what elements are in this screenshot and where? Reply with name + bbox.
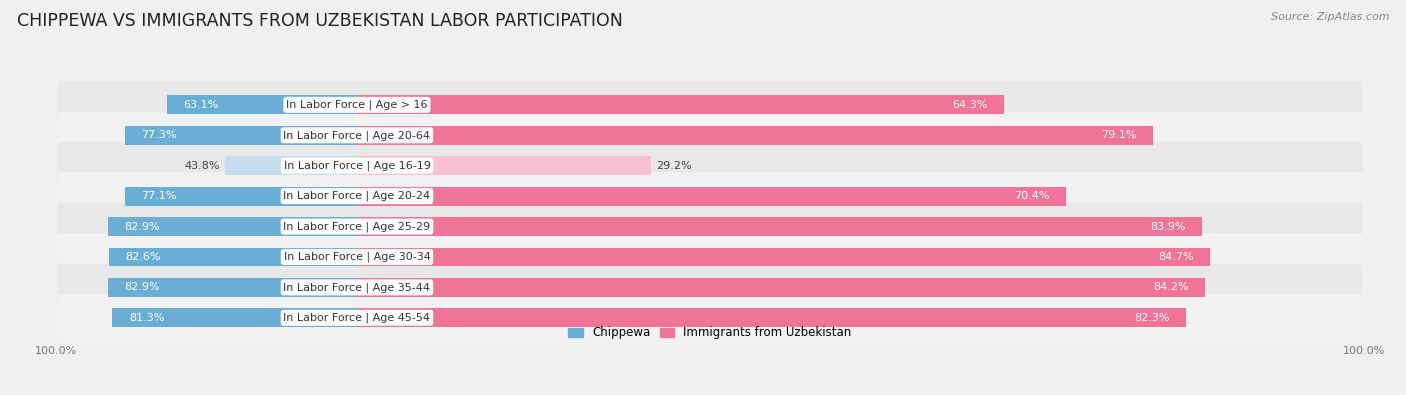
Text: 64.3%: 64.3%: [953, 100, 988, 110]
Text: 77.1%: 77.1%: [142, 191, 177, 201]
FancyBboxPatch shape: [58, 233, 1362, 281]
FancyBboxPatch shape: [58, 172, 1362, 220]
Bar: [357, 278, 1205, 297]
FancyBboxPatch shape: [58, 263, 1362, 311]
Bar: [357, 126, 1153, 145]
Text: 77.3%: 77.3%: [141, 130, 176, 140]
Bar: [108, 217, 357, 236]
FancyBboxPatch shape: [58, 294, 1362, 342]
Text: Source: ZipAtlas.com: Source: ZipAtlas.com: [1271, 12, 1389, 22]
FancyBboxPatch shape: [58, 81, 1362, 129]
Text: 79.1%: 79.1%: [1101, 130, 1137, 140]
Text: 29.2%: 29.2%: [657, 161, 692, 171]
Text: 84.7%: 84.7%: [1157, 252, 1194, 262]
Bar: [225, 156, 357, 175]
Bar: [357, 217, 1202, 236]
Text: In Labor Force | Age 35-44: In Labor Force | Age 35-44: [284, 282, 430, 293]
Text: In Labor Force | Age > 16: In Labor Force | Age > 16: [287, 100, 427, 110]
FancyBboxPatch shape: [58, 111, 1362, 159]
Text: 82.6%: 82.6%: [125, 252, 160, 262]
Text: CHIPPEWA VS IMMIGRANTS FROM UZBEKISTAN LABOR PARTICIPATION: CHIPPEWA VS IMMIGRANTS FROM UZBEKISTAN L…: [17, 12, 623, 30]
Text: In Labor Force | Age 30-34: In Labor Force | Age 30-34: [284, 252, 430, 262]
Text: 43.8%: 43.8%: [184, 161, 219, 171]
FancyBboxPatch shape: [58, 142, 1362, 190]
FancyBboxPatch shape: [58, 203, 1362, 250]
Bar: [357, 308, 1185, 327]
Text: 81.3%: 81.3%: [129, 313, 165, 323]
Text: In Labor Force | Age 16-19: In Labor Force | Age 16-19: [284, 160, 430, 171]
Bar: [108, 278, 357, 297]
Text: 82.9%: 82.9%: [124, 222, 160, 231]
Text: In Labor Force | Age 20-64: In Labor Force | Age 20-64: [284, 130, 430, 141]
Bar: [112, 308, 357, 327]
Bar: [357, 156, 651, 175]
Text: 63.1%: 63.1%: [184, 100, 219, 110]
Text: In Labor Force | Age 45-54: In Labor Force | Age 45-54: [284, 312, 430, 323]
Bar: [125, 187, 357, 205]
Text: In Labor Force | Age 20-24: In Labor Force | Age 20-24: [284, 191, 430, 201]
Text: 70.4%: 70.4%: [1014, 191, 1049, 201]
Bar: [357, 187, 1066, 205]
Text: 82.9%: 82.9%: [124, 282, 160, 292]
Bar: [357, 96, 1004, 114]
Text: 83.9%: 83.9%: [1150, 222, 1185, 231]
Bar: [167, 96, 357, 114]
Bar: [357, 248, 1209, 266]
Text: 84.2%: 84.2%: [1153, 282, 1188, 292]
Bar: [108, 248, 357, 266]
Text: In Labor Force | Age 25-29: In Labor Force | Age 25-29: [284, 221, 430, 232]
Text: 82.3%: 82.3%: [1133, 313, 1170, 323]
Bar: [125, 126, 357, 145]
Legend: Chippewa, Immigrants from Uzbekistan: Chippewa, Immigrants from Uzbekistan: [565, 323, 855, 343]
